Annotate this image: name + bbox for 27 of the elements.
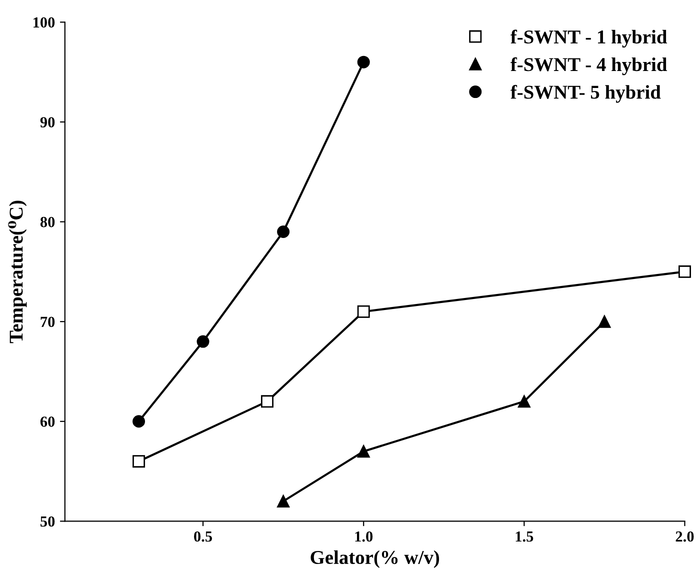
point	[277, 494, 290, 508]
y-tick-label: 70	[40, 316, 55, 328]
point	[132, 455, 146, 468]
y-tick-label: 100	[34, 17, 55, 28]
legend-label: f-SWNT - 1 hybrid	[510, 30, 668, 48]
point	[518, 395, 530, 408]
legend-label: f-SWNT- 5 hybrid	[510, 84, 661, 103]
point	[357, 445, 370, 458]
point	[196, 335, 210, 348]
y-tick-label: 80	[40, 216, 55, 228]
x-tick-label: 1.0	[355, 531, 373, 542]
y-tick-label: 60	[40, 416, 55, 427]
point	[678, 265, 691, 278]
y-axis-title: Temperature(⁰C)	[8, 200, 27, 344]
x-tick-label: 1.5	[516, 531, 534, 542]
point	[357, 56, 370, 68]
point	[357, 305, 370, 318]
x-axis-title: Gelator(% w/v)	[310, 550, 440, 568]
x-tick-label: 2.0	[676, 531, 694, 542]
point	[598, 315, 611, 328]
y-tick-label: 50	[40, 516, 55, 527]
point	[132, 415, 146, 428]
point	[260, 395, 274, 408]
legend-label: f-SWNT - 4 hybrid	[510, 57, 668, 76]
y-tick-label: 90	[40, 117, 55, 128]
point	[277, 226, 290, 238]
x-tick-label: 0.5	[194, 531, 212, 542]
